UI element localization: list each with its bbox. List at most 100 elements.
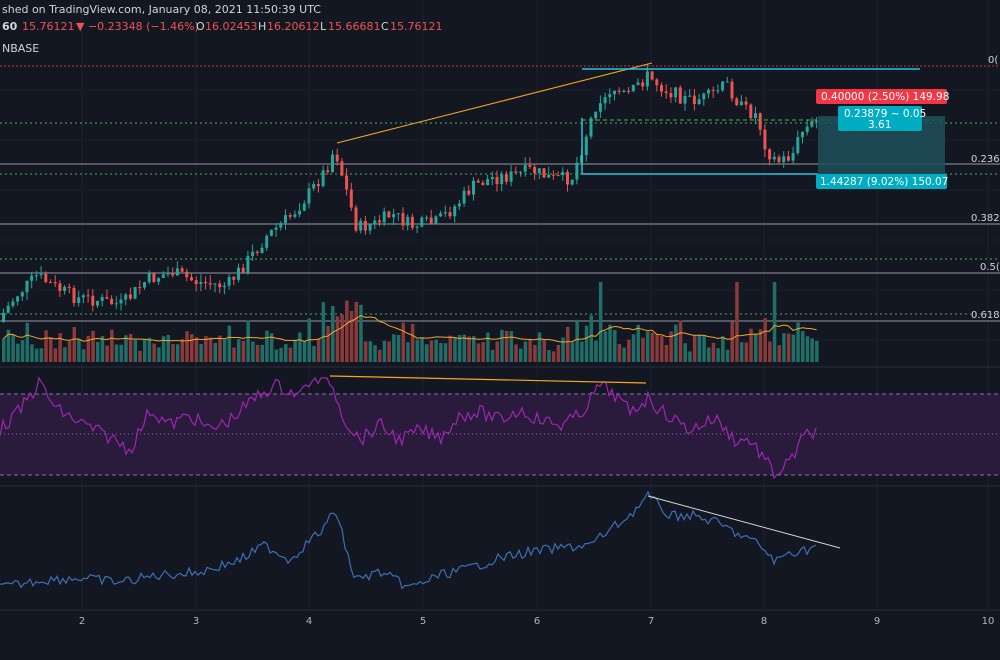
- candle-body: [396, 213, 400, 215]
- stop-badge[interactable]: [816, 174, 947, 189]
- candle-body: [227, 276, 231, 286]
- candle-body: [161, 274, 165, 278]
- candle-body: [697, 99, 701, 105]
- volume-bar: [30, 344, 34, 362]
- volume-bar: [91, 330, 95, 362]
- candle-body: [157, 277, 161, 282]
- volume-bar: [580, 341, 584, 362]
- trendline-price[interactable]: [336, 62, 653, 144]
- candle-body: [382, 211, 386, 223]
- rsi-line: [0, 376, 817, 480]
- candle-body: [53, 282, 57, 284]
- candle-body: [589, 118, 593, 137]
- volume-bar: [655, 334, 659, 362]
- candle-body: [392, 214, 396, 218]
- candle-body: [669, 93, 673, 98]
- volume-bar: [185, 331, 189, 362]
- candle-body: [509, 171, 513, 182]
- candle-body: [514, 171, 518, 173]
- candle-body: [63, 286, 67, 291]
- volume-bar: [382, 340, 387, 362]
- volume-bar: [509, 331, 514, 362]
- candle-body: [67, 286, 71, 288]
- volume-bar: [269, 333, 274, 362]
- obv-trendline[interactable]: [647, 495, 841, 549]
- candle-body: [49, 282, 52, 284]
- candle-body: [584, 136, 588, 156]
- candle-body: [349, 189, 353, 208]
- candle-body: [406, 216, 410, 226]
- candlesticks: [2, 64, 819, 323]
- volume-bar: [345, 300, 349, 362]
- candle-body: [702, 93, 706, 100]
- volume-bar: [133, 339, 138, 362]
- volume-bar: [434, 339, 438, 362]
- volume-bar: [613, 329, 617, 362]
- obv-pane[interactable]: [0, 490, 841, 590]
- volume-bar: [467, 336, 471, 362]
- volume-bar: [128, 334, 133, 362]
- x-tick-label: 8: [761, 616, 767, 627]
- volume-bar: [415, 339, 420, 362]
- candle-body: [613, 90, 616, 95]
- candle-body: [77, 297, 81, 303]
- volume-bar: [321, 302, 326, 362]
- candle-body: [345, 175, 349, 190]
- candle-body: [796, 137, 800, 153]
- volume-bar: [542, 339, 546, 362]
- volume-bar: [443, 343, 448, 362]
- volume-bar: [735, 282, 739, 362]
- horizontal-levels[interactable]: [0, 122, 1000, 315]
- ohlc-low-label: L: [320, 20, 327, 33]
- candle-body: [683, 96, 687, 104]
- short-position-tool[interactable]: 0.40000 (2.50%) 149.98 0.23879 ~ 0.05 3.…: [816, 89, 949, 189]
- volume-bar: [410, 323, 415, 362]
- volume-bar: [6, 329, 11, 362]
- candle-body: [744, 101, 748, 105]
- rsi-pane[interactable]: [0, 375, 1000, 480]
- volume-bar: [707, 347, 711, 362]
- ohlc-low: 15.66681: [328, 20, 381, 33]
- candle-body: [378, 220, 381, 223]
- rsi-trendline[interactable]: [329, 375, 647, 384]
- candle-body: [443, 212, 447, 214]
- candle-body: [316, 184, 320, 187]
- volume-bar: [725, 349, 730, 362]
- volume-bar: [772, 282, 777, 362]
- candle-body: [86, 295, 90, 297]
- candle-body: [810, 120, 814, 127]
- volume-bar: [406, 342, 410, 362]
- candle-body: [25, 280, 29, 293]
- volume-bar: [81, 349, 86, 362]
- ohlc-high: 16.20612: [267, 20, 320, 33]
- target-badge[interactable]: [816, 89, 947, 104]
- volume-bar: [519, 348, 523, 362]
- volume-bar: [528, 338, 532, 362]
- volume-bar: [307, 318, 311, 362]
- volume-bar: [53, 348, 58, 362]
- candle-body: [260, 247, 264, 253]
- center-badge[interactable]: [838, 106, 922, 131]
- fib-label-0236: 0.236(: [971, 154, 1000, 165]
- volume-bar: [77, 339, 81, 362]
- volume-bar: [232, 347, 236, 362]
- volume-bar: [796, 322, 800, 362]
- volume-bar: [472, 336, 476, 362]
- stop-badge-text: 1.44287 (9.02%) 150.07: [820, 176, 948, 188]
- candle-body: [758, 113, 762, 130]
- fib-label-05: 0.5(: [980, 262, 1000, 273]
- volume-bar: [674, 324, 678, 362]
- time-axis[interactable]: 2 3 4 5 6 7 8 9 10: [79, 616, 995, 627]
- volume-bar: [617, 343, 622, 362]
- fib-label-0618: 0.618(: [971, 310, 1000, 321]
- volume-bar: [641, 337, 645, 362]
- candle-body: [608, 94, 612, 98]
- chart-header: shed on TradingView.com, January 08, 202…: [2, 3, 443, 55]
- candle-body: [213, 283, 217, 285]
- candle-body: [143, 282, 146, 288]
- ohlc-close-label: C: [381, 20, 389, 33]
- candle-body: [401, 213, 405, 226]
- center-badge-line2: 3.61: [868, 119, 891, 131]
- candle-body: [34, 275, 38, 277]
